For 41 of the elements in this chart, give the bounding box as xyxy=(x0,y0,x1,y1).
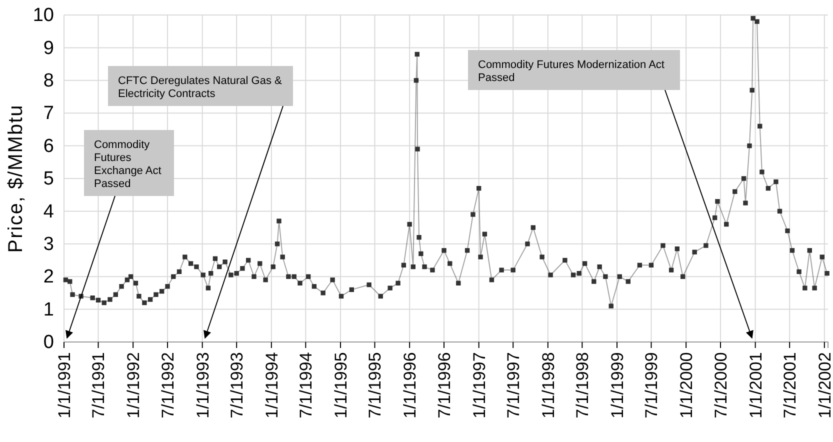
x-tick-label: 7/1/1994 xyxy=(296,352,316,418)
y-tick-label: 2 xyxy=(43,266,54,288)
y-tick-label: 5 xyxy=(43,168,54,190)
x-tick-label: 7/1/2001 xyxy=(780,352,800,418)
y-tick-label: 10 xyxy=(32,5,54,26)
annotation: Commodity Futures Modernization Act Passed xyxy=(478,59,664,84)
annotation: CFTC Deregulates Natural Gas & Electricity Contracts xyxy=(118,75,282,100)
callout-box: CFTC Deregulates Natural Gas & Electricity Contracts xyxy=(108,66,293,106)
x-tick-label: 7/1/2000 xyxy=(711,352,730,418)
x-tick-label: 7/1/1993 xyxy=(228,352,247,418)
x-tick-label: 1/1/1998 xyxy=(538,352,558,418)
x-tick-label: 7/1/1992 xyxy=(158,352,178,418)
x-tick-label: 1/1/1994 xyxy=(262,352,282,418)
y-tick-label: 8 xyxy=(43,70,54,92)
x-tick-label: 7/1/1998 xyxy=(573,352,592,418)
x-tick-label: 1/1/1991 xyxy=(54,352,74,418)
y-tick-label: 0 xyxy=(43,332,54,354)
x-tick-label: 1/1/2000 xyxy=(677,352,696,418)
x-tick-label: 1/1/1997 xyxy=(470,352,489,418)
annotation: Commodity Futures Exchange Act Passed xyxy=(94,139,162,190)
y-tick-label: 6 xyxy=(43,136,54,157)
x-tick-label: 1/1/2002 xyxy=(815,352,833,418)
y-tick-label: 9 xyxy=(43,38,54,59)
x-tick-label: 7/1/1997 xyxy=(504,352,524,418)
x-tick-label: 1/1/1996 xyxy=(400,352,420,418)
x-tick-label: 7/1/1991 xyxy=(89,352,108,418)
y-tick-label: 1 xyxy=(43,299,54,320)
callout-box: Commodity Futures Exchange Act Passed xyxy=(84,130,174,196)
x-tick-label: 1/1/2001 xyxy=(746,352,766,418)
y-axis-title: Price, $/MMbtu xyxy=(5,104,27,253)
callout-box: Commodity Futures Modernization Act Passed xyxy=(468,50,680,90)
y-tick-label: 3 xyxy=(43,234,54,255)
x-tick-label: 7/1/1996 xyxy=(434,352,454,418)
x-tick-label: 1/1/1992 xyxy=(124,352,144,418)
y-tick-label: 4 xyxy=(43,201,54,222)
x-tick-label: 7/1/1999 xyxy=(642,352,662,418)
x-tick-label: 1/1/1993 xyxy=(193,352,212,418)
x-tick-label: 1/1/1995 xyxy=(331,352,350,418)
x-tick-label: 1/1/1999 xyxy=(608,352,627,418)
x-tick-label: 7/1/1995 xyxy=(366,352,385,418)
y-tick-label: 7 xyxy=(43,103,54,124)
